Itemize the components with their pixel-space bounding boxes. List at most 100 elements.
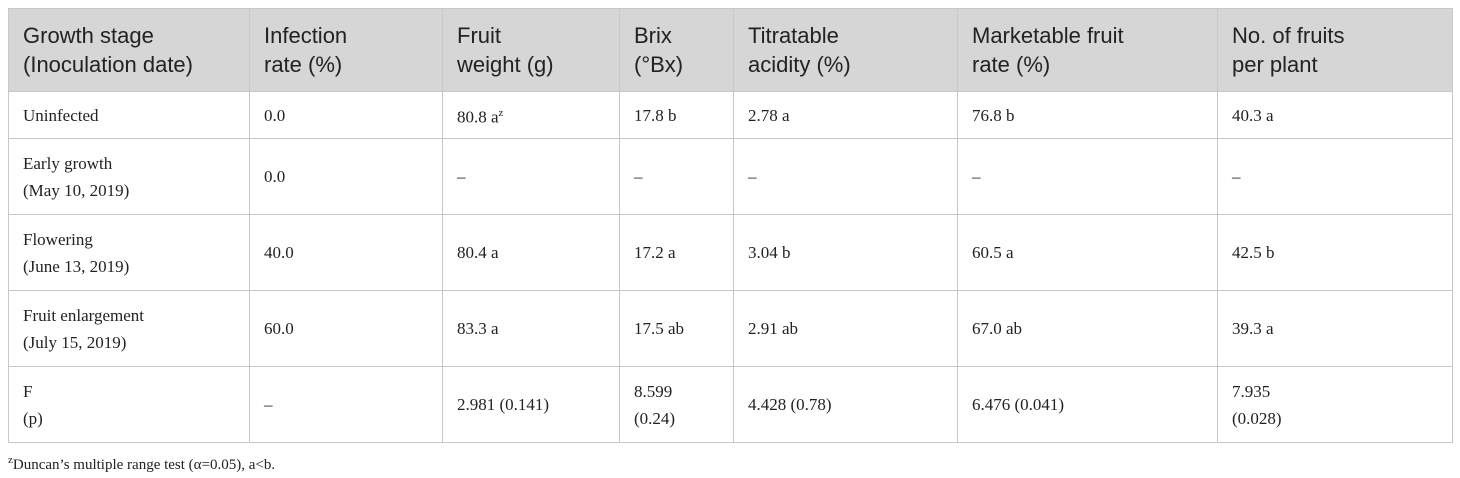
cell-line: acidity (%) [748,52,851,77]
cell-line: 67.0 ab [972,319,1023,338]
table-cell: 80.8 az [442,91,620,139]
table-cell: 17.2 a [619,214,734,291]
cell-line: Fruit enlargement [23,305,145,325]
cell-line: – [264,395,273,414]
table-cell: – [957,138,1218,215]
cell-line: – [634,167,643,186]
cell-line: (0.028) [1232,408,1282,428]
cell-line: rate (%) [264,52,343,77]
cell-line: per plant [1232,52,1318,77]
table-cell: Early growth (May 10, 2019) [8,138,250,215]
cell-line: weight (g) [457,52,554,77]
table-cell: F (p) [8,366,250,443]
table-cell: – [442,138,620,215]
table-cell: 42.5 b [1217,214,1453,291]
header-cell: Marketable fruit rate (%) [957,8,1218,92]
cell-line: 17.2 a [634,243,676,262]
table-row: Flowering (June 13, 2019) 40.0 80.4 a 17.2 a… [8,214,1453,291]
table-cell: 0.0 [249,138,443,215]
table-cell: 60.0 [249,290,443,367]
cell-line: – [972,167,981,186]
cell-line: 0.0 [264,167,286,186]
cell-line: F [23,381,33,401]
cell-line: 42.5 b [1232,243,1275,262]
cell-line: 7.935 [1232,381,1271,401]
table-cell: 39.3 a [1217,290,1453,367]
table-cell: 2.78 a [733,91,958,139]
cell-line: Marketable fruit [972,23,1124,48]
cell-line: 4.428 (0.78) [748,395,832,414]
cell-line: 80.4 a [457,243,499,262]
table-cell: 67.0 ab [957,290,1218,367]
table-cell: 83.3 a [442,290,620,367]
table-cell: – [619,138,734,215]
table-cell: 40.0 [249,214,443,291]
table-cell: Uninfected [8,91,250,139]
table-cell: Fruit enlargement (July 15, 2019) [8,290,250,367]
cell-line: Early growth [23,153,113,173]
cell-line: 40.3 a [1232,105,1274,125]
cell-line: Titratable [748,23,839,48]
cell-line: (May 10, 2019) [23,180,130,200]
cell-line: 8.599 [634,381,673,401]
cell-line: 3.04 b [748,243,791,262]
cell-line: 2.78 a [748,105,790,125]
cell-line: (°Bx) [634,52,684,77]
header-cell: Brix (°Bx) [619,8,734,92]
cell-line: 40.0 [264,243,294,262]
cell-line: rate (%) [972,52,1051,77]
table-cell: Flowering (June 13, 2019) [8,214,250,291]
data-table: Growth stage (Inoculation date) Infection r… [8,8,1453,443]
cell-line: (Inoculation date) [23,52,193,77]
cell-line: 83.3 a [457,319,499,338]
cell-line: – [748,167,757,186]
table-cell: 76.8 b [957,91,1218,139]
footnote-text: Duncan’s multiple range test (α=0.05), a… [12,457,276,473]
header-cell: No. of fruits per plant [1217,8,1453,92]
header-cell: Fruit weight (g) [442,8,620,92]
header-cell: Titratable acidity (%) [733,8,958,92]
table-cell: 60.5 a [957,214,1218,291]
table-row: Uninfected 0.0 80.8 az 17.8 b 2.78 a 76.8 b 40… [8,91,1453,139]
cell-line: – [457,167,466,186]
footnote-mark: z [8,454,13,466]
cell-line: 0.0 [264,105,286,125]
cell-line: Brix [634,23,672,48]
table-cell: 80.4 a [442,214,620,291]
table-cell: 17.5 ab [619,290,734,367]
cell-line: 76.8 b [972,105,1015,125]
cell-line: Growth stage [23,23,154,48]
cell-line: 60.0 [264,319,294,338]
cell-line: 39.3 a [1232,319,1274,338]
cell-line: (July 15, 2019) [23,332,127,352]
table-cell: – [733,138,958,215]
header-cell: Infection rate (%) [249,8,443,92]
table-body: Uninfected 0.0 80.8 az 17.8 b 2.78 a 76.8 b 40… [8,91,1453,443]
table-cell: 40.3 a [1217,91,1453,139]
table-cell: 2.91 ab [733,290,958,367]
table-cell: 7.935 (0.028) [1217,366,1453,443]
table-cell: 0.0 [249,91,443,139]
header-cell: Growth stage (Inoculation date) [8,8,250,92]
table-row: F (p) – 2.981 (0.141) 8.599 (0.24) 4.428 (0.78… [8,366,1453,443]
cell-line: 80.8 az [457,100,605,131]
table-cell: 6.476 (0.041) [957,366,1218,443]
table-cell: 8.599 (0.24) [619,366,734,443]
footnote-mark: z [498,106,504,119]
cell-line: Fruit [457,23,501,48]
cell-line: (June 13, 2019) [23,256,130,276]
table-row: Fruit enlargement (July 15, 2019) 60.0 83.3… [8,290,1453,367]
cell-line: 60.5 a [972,243,1014,262]
table-cell: 4.428 (0.78) [733,366,958,443]
header-row: Growth stage (Inoculation date) Infection r… [8,8,1453,92]
cell-line: (0.24) [634,408,676,428]
cell-line: 2.91 ab [748,319,799,338]
footnote: zDuncan’s multiple range test (α=0.05), … [8,454,275,474]
table-cell: 17.8 b [619,91,734,139]
cell-line: 17.8 b [634,105,677,125]
cell-text: 80.8 a [457,107,499,127]
cell-line: 2.981 (0.141) [457,395,550,414]
table-cell: – [249,366,443,443]
cell-line: Infection [264,23,348,48]
